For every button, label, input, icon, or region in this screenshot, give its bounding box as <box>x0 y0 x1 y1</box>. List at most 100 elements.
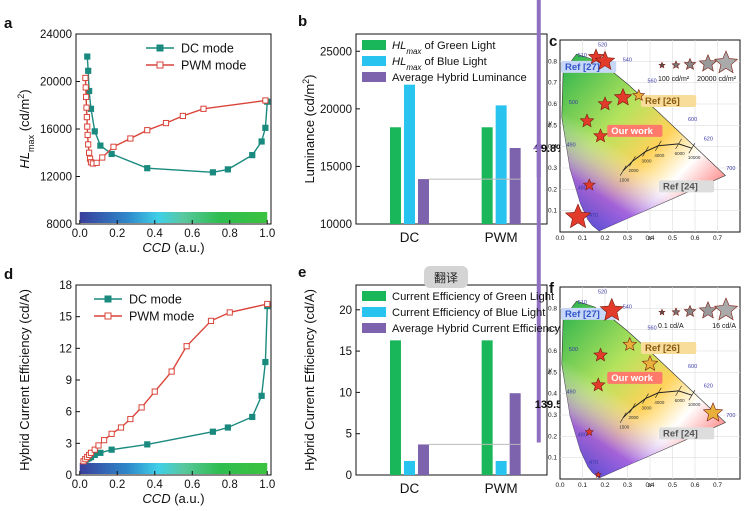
legend-label: Average Hybrid Luminance <box>392 72 527 84</box>
data-point <box>82 84 89 91</box>
y-axis-label: Hybrid Current Efficiency (cd/A) <box>17 289 32 471</box>
our-work-label: Our work <box>611 373 653 384</box>
translate-button[interactable]: 翻译 <box>424 266 468 288</box>
bar <box>481 127 493 224</box>
legend-label: Current Efficiency of Blue Light <box>392 307 546 319</box>
y-tick-label: 0.3 <box>548 412 557 419</box>
x-tick-label: 1.0 <box>259 228 275 240</box>
y-tick-label: 10000 <box>320 219 352 231</box>
wavelength-label: 560 <box>648 326 657 332</box>
y-tick-label: 15 <box>339 346 352 358</box>
data-point <box>83 104 90 111</box>
x-tick-label: 0.2 <box>600 235 609 242</box>
y-tick-label: 5 <box>346 429 352 441</box>
x-tick-label: 0.2 <box>109 479 125 491</box>
x-tick-label: 0.0 <box>72 228 88 240</box>
percent-annotation: 19.8% <box>535 143 566 155</box>
x-tick-label: 0.4 <box>645 482 654 489</box>
y-tick-label: 20000 <box>320 104 352 116</box>
data-point <box>85 141 92 148</box>
data-star <box>622 336 638 351</box>
cct-label: 4000 <box>654 400 665 405</box>
y-tick-label: 0.6 <box>548 101 557 108</box>
legend-star <box>658 61 666 69</box>
legend-star <box>658 308 666 316</box>
x-category-label: PWM <box>485 481 518 496</box>
x-axis-label: x <box>647 482 652 489</box>
data-star <box>584 427 594 436</box>
y-tick-label: 20000 <box>40 77 72 89</box>
y-tick-label: 20 <box>339 305 352 317</box>
data-point <box>93 159 100 166</box>
cct-label: 6000 <box>675 398 686 403</box>
x-category-label: DC <box>400 481 420 496</box>
data-point <box>138 404 145 411</box>
y-tick-label: 0.2 <box>548 433 557 440</box>
data-point <box>82 74 89 82</box>
cct-label: 10000 <box>688 402 701 407</box>
data-point <box>168 368 175 375</box>
cct-label: 2000 <box>628 415 639 420</box>
wavelength-label: 620 <box>704 136 713 142</box>
wavelength-label: 470 <box>589 213 598 219</box>
x-tick-label: 0.6 <box>690 482 699 489</box>
our-work-label: Our work <box>611 126 653 137</box>
size-legend-min: 100 cd/m² <box>658 76 690 83</box>
data-star <box>593 347 608 362</box>
legend-star <box>713 50 739 74</box>
ref27-label: Ref [27] <box>565 309 600 320</box>
data-point <box>224 424 231 431</box>
y-axis-label: y <box>547 120 552 127</box>
ref26-label: Ref [26] <box>645 96 680 107</box>
bar <box>481 340 493 475</box>
data-star <box>594 50 616 71</box>
y-tick-label: 0.6 <box>548 348 557 355</box>
ref27-label-box <box>561 307 617 320</box>
data-star <box>599 297 624 321</box>
data-star <box>593 128 608 143</box>
data-star <box>590 377 606 392</box>
bar <box>403 460 415 475</box>
data-point <box>262 358 269 366</box>
y-tick-label: 0.2 <box>548 186 557 193</box>
data-star <box>582 178 596 191</box>
data-point <box>262 124 269 131</box>
y-tick-label: 0.7 <box>548 327 557 334</box>
data-point <box>83 114 90 121</box>
planckian-locus <box>622 143 693 171</box>
data-point <box>97 142 104 149</box>
data-point <box>179 112 186 120</box>
size-legend-max: 16 cd/A <box>712 323 736 330</box>
x-tick-label: 0.5 <box>668 482 677 489</box>
y-tick-label: 0.8 <box>548 305 557 312</box>
data-point <box>162 119 170 127</box>
wavelength-label: 540 <box>623 304 632 310</box>
isotherm <box>675 138 682 150</box>
cct-label: 3000 <box>642 406 653 411</box>
our-work-label-box <box>607 124 663 137</box>
wavelength-label: 520 <box>598 289 607 295</box>
x-category-label: PWM <box>485 230 518 245</box>
wavelength-label: 480 <box>578 432 587 438</box>
data-point <box>91 446 98 453</box>
y-tick-label: 0.5 <box>548 369 557 376</box>
data-point <box>224 166 231 173</box>
bar <box>403 84 415 225</box>
bar <box>495 460 507 475</box>
isotherm <box>629 403 636 414</box>
ccd-color-bar <box>79 212 268 223</box>
cct-label: 3000 <box>642 159 653 164</box>
data-point <box>127 135 134 142</box>
data-point <box>183 343 190 350</box>
plot-frame <box>355 33 548 225</box>
y-tick-label: 0.7 <box>548 80 557 87</box>
x-axis-label: x <box>647 235 652 242</box>
data-point <box>127 415 134 423</box>
x-tick-label: 0.6 <box>690 235 699 242</box>
x-axis-label: CCD (a.u.) <box>142 491 204 506</box>
series-line <box>82 303 268 462</box>
ref26-label-box <box>641 95 697 107</box>
y-tick-label: 16000 <box>40 124 72 136</box>
wavelength-label: 490 <box>567 143 576 149</box>
x-tick-label: 0.0 <box>72 479 88 491</box>
